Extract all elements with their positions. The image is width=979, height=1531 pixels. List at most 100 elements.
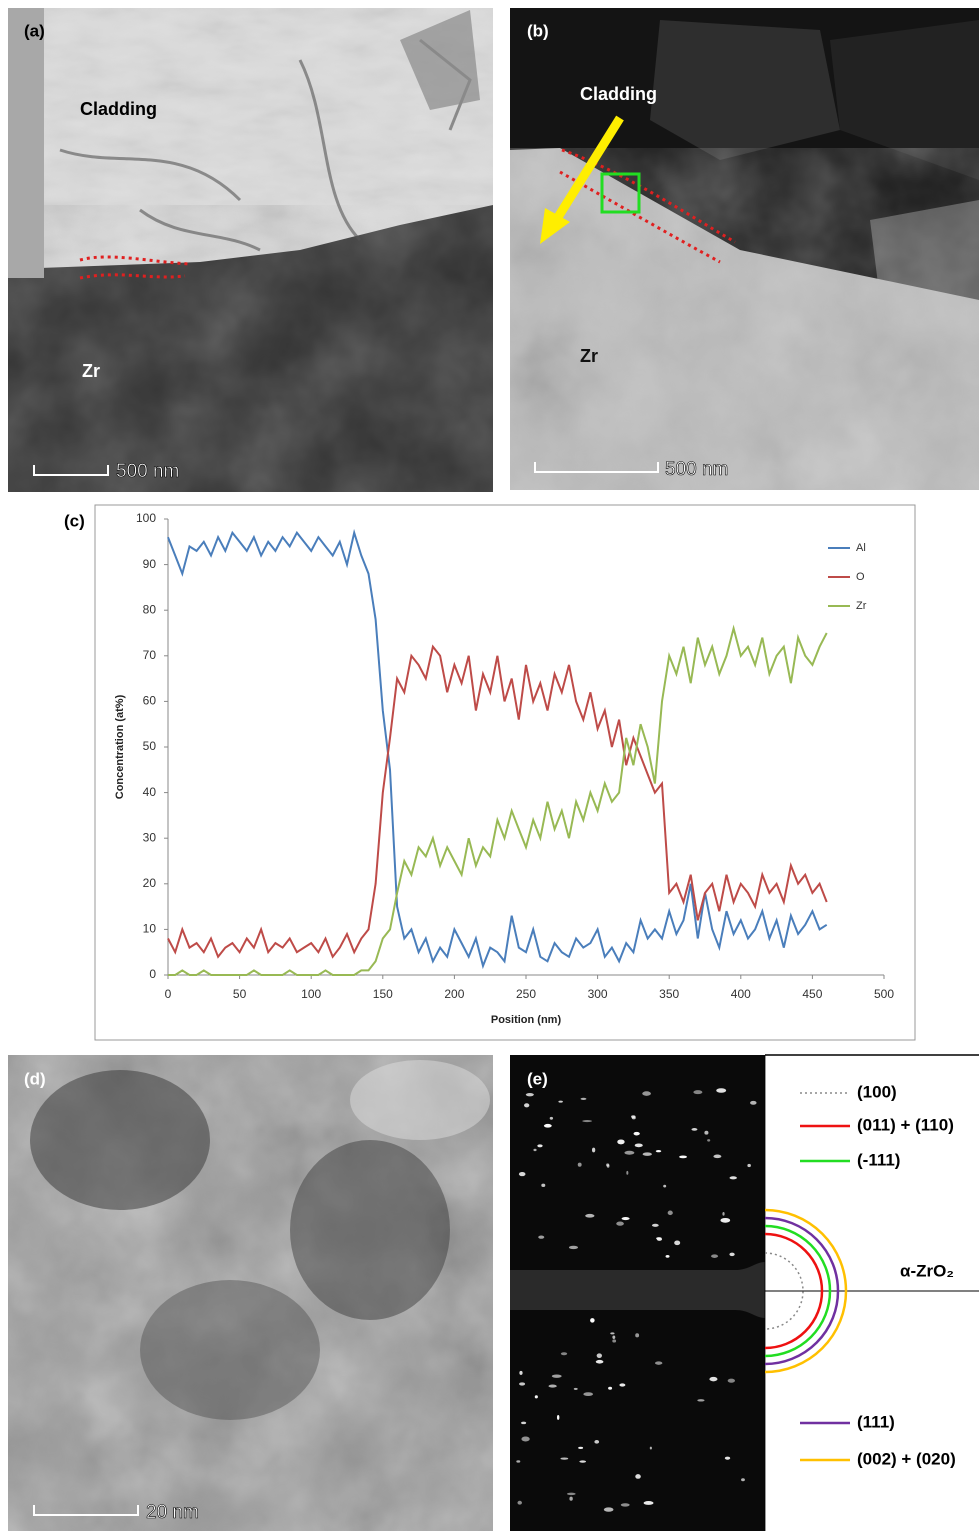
- y-tick-label: 90: [143, 557, 157, 571]
- spot: [626, 1171, 628, 1175]
- y-tick-label: 80: [143, 602, 157, 616]
- spot: [612, 1339, 616, 1342]
- spot: [656, 1150, 662, 1152]
- spot: [517, 1501, 521, 1505]
- y-tick-label: 0: [149, 967, 156, 981]
- beam-stop: [510, 1262, 765, 1318]
- spot: [730, 1176, 737, 1179]
- spot: [635, 1474, 641, 1479]
- legend-label: Zr: [856, 600, 867, 612]
- spot: [578, 1163, 582, 1167]
- spot: [569, 1497, 572, 1501]
- spot: [541, 1184, 545, 1187]
- spot: [642, 1091, 651, 1096]
- spot: [516, 1460, 520, 1462]
- spot: [521, 1437, 529, 1442]
- micrograph-d: [8, 1055, 493, 1531]
- legend-entry: (111): [857, 1412, 895, 1431]
- spot: [750, 1101, 756, 1105]
- spot: [707, 1139, 710, 1141]
- x-tick-label: 500: [874, 987, 894, 1001]
- spot: [679, 1156, 687, 1159]
- legend-label: O: [856, 571, 865, 583]
- spot: [533, 1149, 536, 1151]
- spot: [711, 1254, 718, 1258]
- spot: [579, 1460, 586, 1462]
- spot: [560, 1457, 568, 1459]
- spot: [535, 1395, 538, 1398]
- spot: [624, 1151, 634, 1155]
- y-tick-label: 50: [143, 739, 157, 753]
- x-tick-label: 350: [659, 987, 679, 1001]
- spot: [537, 1144, 542, 1147]
- spot: [720, 1218, 730, 1223]
- spot: [549, 1385, 557, 1388]
- spot: [622, 1217, 630, 1220]
- annotation: Zr: [82, 361, 100, 381]
- spot: [583, 1392, 593, 1396]
- spot: [608, 1387, 612, 1390]
- spot: [524, 1103, 529, 1107]
- x-tick-label: 400: [731, 987, 751, 1001]
- y-axis-title: Concentration (at%): [114, 694, 126, 799]
- spot: [635, 1333, 639, 1337]
- spot: [631, 1115, 635, 1118]
- spot: [519, 1382, 525, 1385]
- spot: [616, 1222, 624, 1226]
- spot: [704, 1131, 708, 1135]
- spot: [596, 1360, 604, 1364]
- spot: [574, 1388, 578, 1390]
- spot: [655, 1361, 662, 1364]
- y-tick-label: 20: [143, 876, 157, 890]
- spot: [725, 1457, 730, 1460]
- spot: [722, 1212, 724, 1216]
- micrograph-a: [8, 8, 493, 492]
- spot: [561, 1352, 567, 1355]
- y-tick-label: 100: [136, 511, 156, 525]
- y-tick-label: 10: [143, 922, 157, 936]
- spot: [544, 1124, 552, 1128]
- spot: [666, 1255, 670, 1258]
- spot: [634, 1132, 640, 1136]
- spot: [526, 1093, 534, 1096]
- spot: [650, 1447, 652, 1450]
- spot: [643, 1152, 652, 1156]
- x-tick-label: 100: [301, 987, 321, 1001]
- legend-entry: (002) + (020): [857, 1449, 956, 1468]
- legend-entry: (-111): [857, 1150, 900, 1169]
- spot: [621, 1503, 630, 1506]
- y-tick-label: 70: [143, 648, 157, 662]
- panel-label: (b): [527, 21, 549, 40]
- x-tick-label: 250: [516, 987, 536, 1001]
- legend-entry: (011) + (110): [857, 1115, 954, 1134]
- panel-label: (c): [64, 511, 85, 530]
- scale-bar-label: 500 nm: [665, 459, 728, 480]
- spot: [729, 1253, 734, 1256]
- spot: [709, 1377, 717, 1382]
- annotation: Zr: [580, 346, 598, 366]
- spot: [691, 1128, 697, 1131]
- x-tick-label: 450: [802, 987, 822, 1001]
- spot: [567, 1493, 576, 1496]
- spot: [728, 1379, 735, 1383]
- spot: [644, 1501, 654, 1505]
- x-tick-label: 200: [444, 987, 464, 1001]
- spot: [668, 1211, 673, 1216]
- spot: [590, 1318, 595, 1322]
- figure: (a) Cladding Zr 500 nm (b) Cladding Zr 5…: [0, 0, 979, 1531]
- spot: [597, 1353, 602, 1358]
- annotation: Cladding: [580, 84, 657, 104]
- spot: [716, 1088, 726, 1093]
- panel-label: (a): [24, 21, 45, 40]
- micrograph-b: [510, 8, 979, 490]
- x-tick-label: 300: [588, 987, 608, 1001]
- spot: [578, 1447, 583, 1449]
- x-axis-title: Position (nm): [491, 1014, 562, 1026]
- spot: [606, 1163, 609, 1166]
- spot: [674, 1240, 680, 1245]
- panel-label: (e): [527, 1069, 548, 1088]
- spot: [612, 1336, 615, 1339]
- spot: [617, 1139, 624, 1144]
- spot: [538, 1236, 544, 1239]
- spot: [713, 1155, 721, 1159]
